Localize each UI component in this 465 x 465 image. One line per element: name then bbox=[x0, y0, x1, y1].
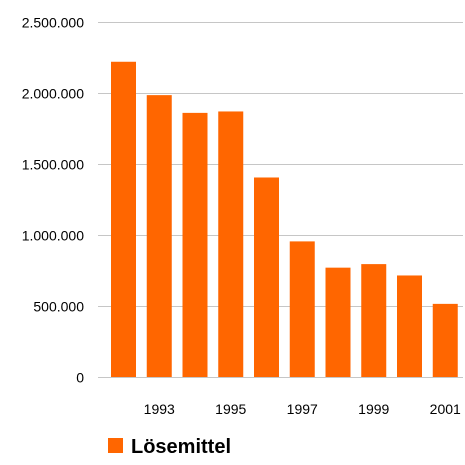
y-axis-tick-labels: 0 500.000 1.000.000 1.500.000 2.000.000 2.500… bbox=[22, 15, 85, 386]
bar-2000 bbox=[397, 275, 422, 377]
y-tick-label: 2.500.000 bbox=[22, 15, 84, 31]
bar-1999 bbox=[361, 264, 387, 377]
bar-1998 bbox=[325, 267, 351, 377]
bar-2001 bbox=[432, 303, 458, 377]
bar-1992 bbox=[111, 61, 136, 377]
legend: Lösemittel bbox=[108, 436, 231, 458]
y-tick-label: 2.000.000 bbox=[22, 86, 84, 102]
y-tick-label: 1.500.000 bbox=[22, 157, 84, 173]
x-tick-label: 2001 bbox=[430, 401, 461, 417]
bar-1993 bbox=[146, 95, 172, 377]
legend-swatch bbox=[108, 438, 123, 453]
x-tick-label: 1999 bbox=[358, 401, 389, 417]
x-axis-tick-labels: 1993 1995 1997 1999 2001 bbox=[144, 401, 461, 417]
x-tick-label: 1995 bbox=[215, 401, 246, 417]
y-tick-label: 500.000 bbox=[33, 299, 84, 315]
legend-label: Lösemittel bbox=[131, 436, 231, 458]
bar-1995 bbox=[218, 111, 244, 378]
bars bbox=[111, 61, 458, 378]
bar-1997 bbox=[289, 241, 315, 377]
y-tick-label: 1.000.000 bbox=[22, 228, 84, 244]
bar-1996 bbox=[254, 177, 279, 377]
x-tick-label: 1997 bbox=[287, 401, 318, 417]
bar-1994 bbox=[182, 112, 208, 377]
y-tick-label: 0 bbox=[76, 370, 84, 386]
x-tick-label: 1993 bbox=[144, 401, 175, 417]
